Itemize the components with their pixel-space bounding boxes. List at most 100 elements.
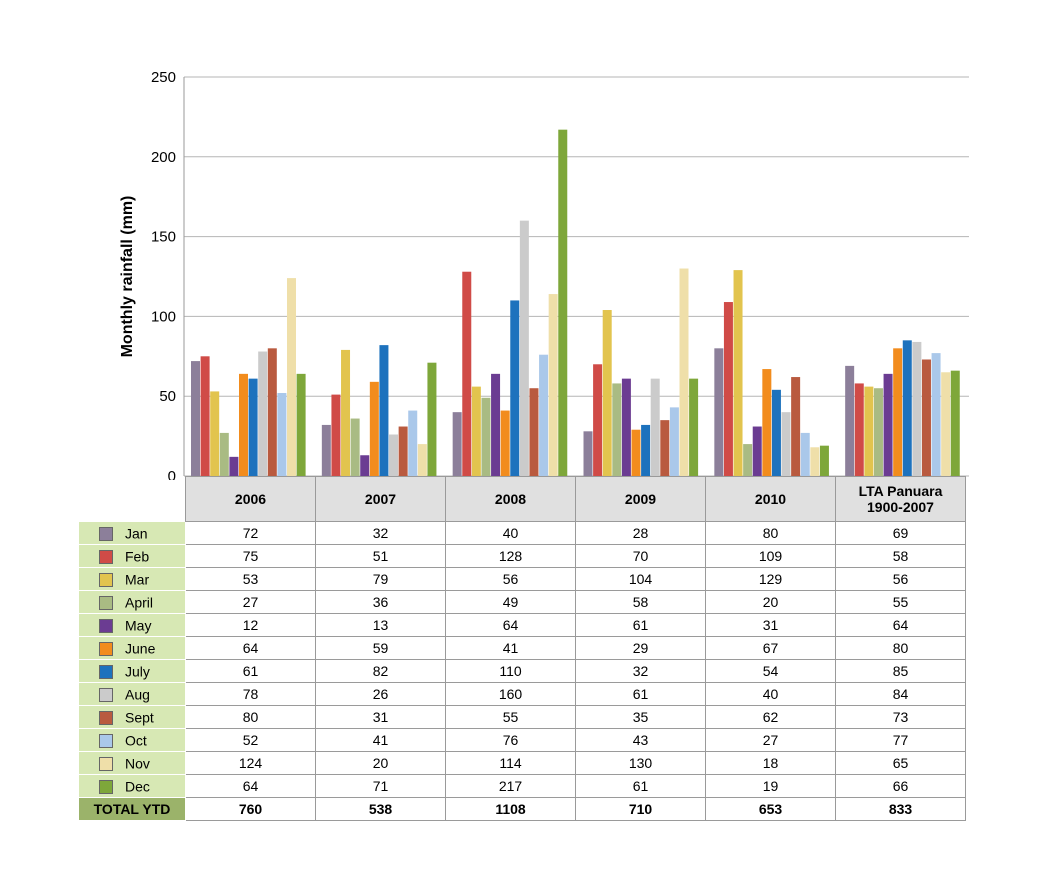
data-label: 13 (315, 613, 446, 637)
data-label: 77 (835, 728, 966, 752)
data-label: 56 (445, 567, 576, 591)
bar-mar-3 (602, 310, 612, 476)
data-label: 61 (575, 613, 706, 637)
data-label: 80 (185, 705, 316, 729)
bar-july-0 (248, 378, 258, 476)
legend-label: May (125, 617, 152, 634)
legend-swatch (99, 595, 113, 610)
bar-aug-3 (650, 378, 660, 476)
data-label: 67 (705, 636, 836, 660)
table-header-row: 2006 2007 2008 2009 2010 LTA Panuara 190… (79, 476, 966, 522)
table-row: Jan 72 32 40 28 80 69 (78, 521, 966, 545)
bar-mar-1 (341, 349, 351, 476)
legend-cell: Nov (78, 751, 186, 775)
bar-july-2 (510, 300, 520, 476)
bar-jan-4 (714, 348, 724, 476)
data-label: 19 (705, 774, 836, 798)
legend-label: Aug (125, 686, 150, 703)
bar-nov-1 (417, 444, 427, 476)
column-header-label: 2010 (754, 491, 787, 507)
bar-aug-0 (258, 351, 268, 476)
data-label: 12 (185, 613, 316, 637)
table-row: June 64 59 41 29 67 80 (78, 636, 966, 660)
bar-oct-0 (277, 393, 287, 476)
bar-jan-2 (452, 412, 462, 476)
total-value: 1108 (445, 797, 576, 821)
bar-sept-0 (267, 348, 277, 476)
bar-aug-2 (519, 220, 529, 476)
bar-may-3 (621, 378, 631, 476)
y-tick-label: 50 (159, 388, 176, 405)
legend-label: July (125, 663, 150, 680)
data-label: 54 (705, 659, 836, 683)
table-row: Sept 80 31 55 35 62 73 (78, 705, 966, 729)
data-label: 56 (835, 567, 966, 591)
total-value: 833 (835, 797, 966, 821)
data-label: 27 (705, 728, 836, 752)
legend-swatch (99, 641, 113, 656)
bar-dec-3 (689, 378, 699, 476)
data-label: 114 (445, 751, 576, 775)
legend-label: Jan (125, 525, 148, 542)
data-label: 61 (185, 659, 316, 683)
data-label: 27 (185, 590, 316, 614)
data-label: 31 (705, 613, 836, 637)
data-label: 217 (445, 774, 576, 798)
legend-label: Dec (125, 778, 150, 795)
bar-june-4 (762, 369, 772, 476)
data-label: 20 (705, 590, 836, 614)
legend-cell: April (78, 590, 186, 614)
bar-july-3 (641, 424, 651, 476)
data-label: 55 (835, 590, 966, 614)
data-label: 29 (575, 636, 706, 660)
data-label: 130 (575, 751, 706, 775)
data-label: 129 (705, 567, 836, 591)
data-label: 32 (315, 521, 446, 545)
bar-feb-3 (593, 364, 603, 476)
data-label: 104 (575, 567, 706, 591)
bar-dec-5 (950, 370, 960, 476)
bar-feb-2 (462, 271, 472, 476)
bar-aug-1 (389, 434, 399, 476)
bar-sept-1 (398, 426, 408, 476)
bar-feb-0 (200, 356, 210, 476)
data-label: 43 (575, 728, 706, 752)
data-label: 160 (445, 682, 576, 706)
legend-cell: Oct (78, 728, 186, 752)
table-row: July 61 82 110 32 54 85 (78, 659, 966, 683)
data-label: 49 (445, 590, 576, 614)
bar-may-1 (360, 455, 370, 476)
data-label: 84 (835, 682, 966, 706)
data-label: 61 (575, 682, 706, 706)
total-value: 760 (185, 797, 316, 821)
data-label: 28 (575, 521, 706, 545)
bar-mar-0 (210, 391, 220, 476)
data-label: 109 (705, 544, 836, 568)
data-label: 59 (315, 636, 446, 660)
bar-nov-4 (810, 447, 820, 476)
bar-june-3 (631, 429, 641, 476)
bar-may-0 (229, 456, 239, 476)
data-label: 41 (315, 728, 446, 752)
bar-april-0 (219, 432, 229, 476)
data-label: 70 (575, 544, 706, 568)
bar-july-1 (379, 345, 389, 476)
column-header: 2006 (185, 476, 316, 522)
legend-swatch (99, 756, 113, 771)
data-label: 65 (835, 751, 966, 775)
data-label: 58 (835, 544, 966, 568)
data-label: 51 (315, 544, 446, 568)
bar-april-5 (873, 388, 883, 476)
table-row: Oct 52 41 76 43 27 77 (78, 728, 966, 752)
table-corner (79, 477, 186, 522)
bar-nov-0 (287, 278, 296, 476)
legend-label: Sept (125, 709, 154, 726)
legend-cell: Feb (78, 544, 186, 568)
table-body: Jan 72 32 40 28 80 69 Feb 75 51 128 70 109 58 Mar 53 79 5… (78, 521, 966, 821)
table-row: Feb 75 51 128 70 109 58 (78, 544, 966, 568)
data-label: 40 (705, 682, 836, 706)
total-value: 653 (705, 797, 836, 821)
data-label: 58 (575, 590, 706, 614)
data-label: 85 (835, 659, 966, 683)
bar-feb-4 (723, 302, 733, 476)
